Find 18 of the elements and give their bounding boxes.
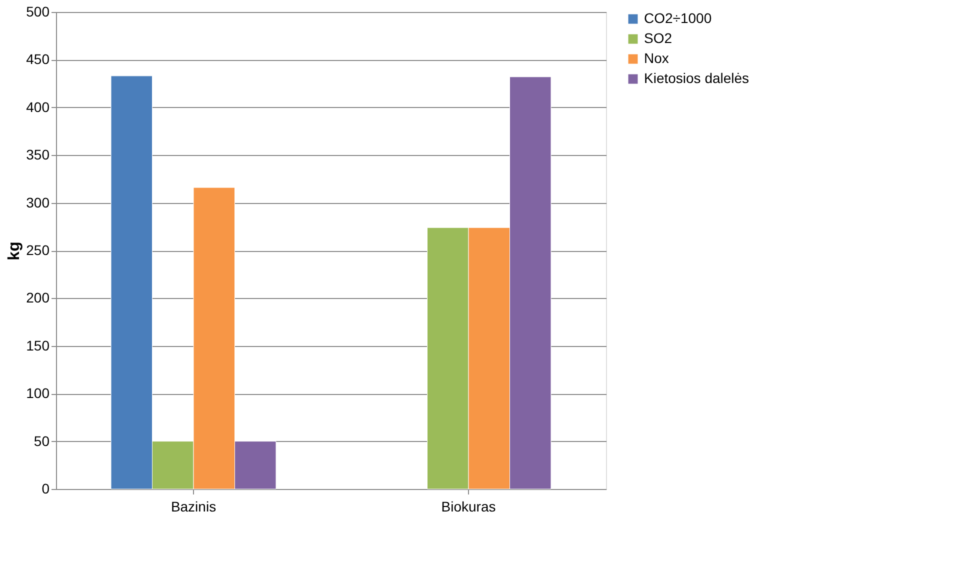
legend-label: Kietosios dalelės bbox=[644, 70, 750, 86]
y-tick-label: 200 bbox=[26, 290, 50, 306]
y-tick-label: 250 bbox=[26, 242, 50, 258]
y-tick-label: 400 bbox=[26, 98, 50, 115]
legend-label: CO2÷1000 bbox=[644, 10, 712, 26]
y-axis-title: kg bbox=[6, 242, 24, 260]
y-tick-label: 0 bbox=[42, 480, 50, 496]
x-tick-label: Bazinis bbox=[170, 498, 216, 514]
y-tick-label: 100 bbox=[26, 385, 50, 402]
y-tick-label: 350 bbox=[26, 146, 50, 163]
x-tick-label: Biokuras bbox=[441, 498, 496, 514]
legend-label: SO2 bbox=[644, 30, 672, 46]
y-tick-label: 150 bbox=[26, 337, 50, 354]
legend-label: Nox bbox=[644, 50, 669, 66]
y-tick-label: 300 bbox=[26, 194, 50, 210]
y-tick-label: 50 bbox=[34, 432, 50, 449]
y-tick-label: 500 bbox=[26, 4, 50, 20]
y-tick-label: 450 bbox=[26, 51, 50, 68]
